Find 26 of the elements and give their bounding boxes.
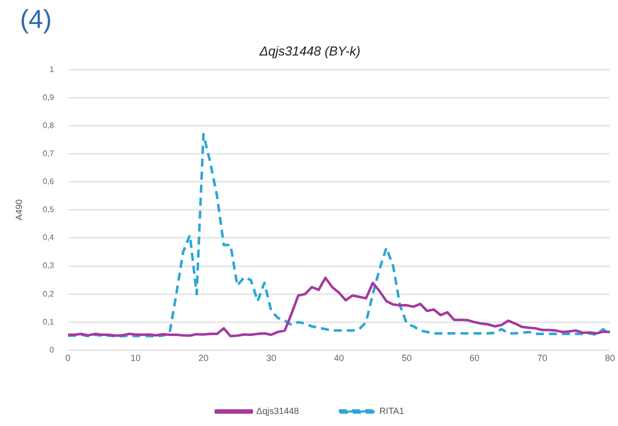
y-tick-label: 0,2 xyxy=(42,289,54,298)
text: (4) xyxy=(20,4,52,35)
legend-label: RITA1 xyxy=(379,406,404,416)
y-tick-label: 0,3 xyxy=(42,261,54,270)
x-tick-label: 80 xyxy=(604,353,615,364)
chart-title: Δqjs31448 (BY-k) xyxy=(258,43,360,58)
x-tick-label: 50 xyxy=(402,353,412,364)
y-tick-label: 0 xyxy=(49,345,54,354)
legend-label: Δqjs31448 xyxy=(256,406,299,416)
y-tick-label: 0,7 xyxy=(42,148,54,158)
x-tick-label: 10 xyxy=(130,353,141,364)
y-tick-label: 0,5 xyxy=(42,205,54,214)
y-tick-label: 0,4 xyxy=(42,233,54,242)
x-tick-label: 20 xyxy=(198,353,208,364)
y-tick-label: 0,9 xyxy=(42,92,54,102)
y-tick-label: 1 xyxy=(49,64,54,74)
y-tick-label: 0,8 xyxy=(42,120,54,130)
x-tick-label: 0 xyxy=(65,353,70,364)
x-tick-label: 30 xyxy=(266,353,276,364)
y-tick-label: 0,1 xyxy=(42,317,54,326)
x-tick-label: 40 xyxy=(334,353,344,364)
x-tick-label: 70 xyxy=(537,353,548,364)
x-tick-label: 60 xyxy=(469,353,480,364)
y-tick-label: 0,6 xyxy=(42,177,54,186)
line-series xyxy=(68,132,610,338)
y-axis-title: A490 xyxy=(14,199,24,220)
